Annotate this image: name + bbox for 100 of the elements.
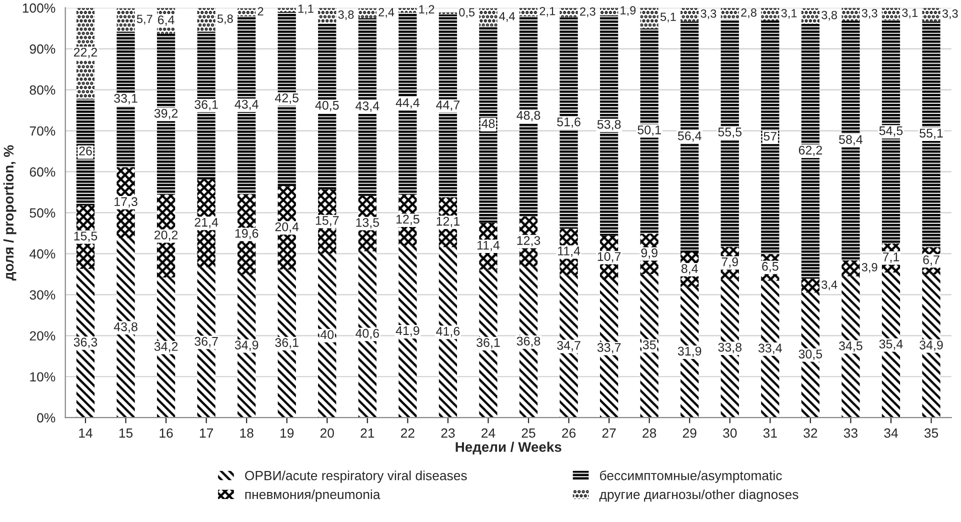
data-label: 21,4 — [194, 218, 218, 228]
data-label: 3,1 — [781, 8, 797, 19]
data-label: 31,9 — [678, 346, 702, 358]
data-label: 54,5 — [879, 126, 903, 137]
data-label: 11,4 — [477, 240, 500, 252]
data-label: 2,8 — [741, 8, 756, 18]
data-label: 3,8 — [822, 10, 837, 21]
data-label: 50,1 — [638, 125, 661, 136]
data-label: 6,7 — [923, 255, 940, 266]
data-label: 36,1 — [275, 338, 298, 348]
x-tick-label: 20 — [320, 428, 334, 438]
data-label: 34,9 — [920, 340, 943, 351]
data-label: 40,5 — [315, 100, 339, 112]
data-label: 33,7 — [597, 343, 621, 354]
data-label: 39,2 — [154, 108, 178, 120]
data-label: 48 — [482, 119, 495, 128]
data-label: 5,7 — [136, 14, 152, 24]
x-tick-label: 15 — [119, 428, 133, 438]
data-label: 33,4 — [758, 344, 782, 354]
data-label: 12,5 — [396, 214, 420, 226]
x-tick-label: 21 — [360, 428, 374, 438]
data-label: 8,4 — [681, 264, 698, 275]
x-tick-label: 27 — [602, 428, 616, 438]
data-label: 4,4 — [499, 12, 515, 22]
x-tick-label: 35 — [924, 428, 938, 438]
x-tick-label: 33 — [844, 428, 858, 438]
data-label: 11,4 — [558, 246, 580, 257]
data-label: 35 — [642, 340, 656, 350]
data-label: 7,9 — [722, 257, 738, 268]
x-tick-label: 28 — [642, 428, 656, 438]
data-label: 62,2 — [798, 146, 822, 156]
data-label: 36,1 — [194, 100, 218, 110]
x-tick-label: 18 — [240, 428, 254, 438]
data-label: 0,5 — [459, 8, 475, 18]
data-label: 51,6 — [557, 117, 580, 128]
legend-label: пневмония/pneumonia — [245, 489, 380, 502]
data-label: 55,1 — [920, 128, 943, 140]
data-label: 3,1 — [902, 8, 918, 18]
data-label: 26 — [79, 146, 92, 156]
data-label: 2,3 — [580, 7, 596, 18]
data-label: 5,1 — [660, 12, 676, 22]
x-tick-label: 23 — [441, 428, 455, 438]
data-label: 3,8 — [338, 10, 354, 20]
data-label: 5,8 — [217, 14, 233, 24]
y-tick-label: 50% — [30, 208, 56, 218]
data-label: 1,9 — [620, 6, 636, 16]
x-tick-label: 32 — [804, 428, 818, 438]
data-label: 44,4 — [396, 98, 420, 109]
data-label: 43,4 — [234, 100, 258, 110]
data-label: 30,5 — [798, 350, 822, 360]
data-label: 57 — [764, 132, 776, 141]
y-tick-label: 60% — [30, 167, 56, 177]
x-axis-title: Недели / Weeks — [456, 442, 562, 455]
x-tick-label: 25 — [522, 428, 536, 438]
data-label: 6,4 — [158, 15, 174, 26]
y-tick-label: 90% — [30, 44, 56, 54]
data-label: 36,3 — [74, 338, 98, 348]
data-label: 36,7 — [194, 336, 218, 348]
data-label: 17,3 — [114, 197, 138, 208]
data-label: 41,6 — [436, 326, 460, 338]
data-label: 19,6 — [235, 228, 258, 240]
y-tick-label: 70% — [30, 126, 56, 136]
data-label: 58,4 — [839, 135, 863, 146]
y-tick-label: 0% — [37, 413, 56, 423]
data-label: 9,9 — [641, 248, 658, 259]
data-label: 15,5 — [74, 232, 98, 242]
data-label: 1,2 — [419, 5, 434, 15]
y-tick-label: 30% — [30, 290, 56, 300]
data-label: 2,1 — [540, 6, 556, 17]
data-label: 35,4 — [879, 340, 903, 350]
data-label: 20,4 — [275, 222, 299, 233]
data-label: 36,8 — [516, 336, 540, 348]
data-label: 40,6 — [356, 328, 380, 340]
y-tick-label: 10% — [30, 372, 56, 382]
x-tick-label: 14 — [79, 428, 92, 438]
legend-label: ОРВИ/acute respiratory viral diseases — [245, 470, 467, 483]
data-label: 13,5 — [356, 218, 380, 228]
data-label: 40 — [320, 330, 334, 339]
data-label: 2 — [258, 7, 264, 16]
data-label: 3,9 — [862, 263, 878, 273]
y-tick-label: 40% — [30, 249, 56, 259]
data-label: 2,4 — [378, 8, 394, 18]
x-tick-label: 17 — [200, 428, 213, 438]
data-label: 44,7 — [436, 100, 460, 111]
x-tick-label: 22 — [401, 428, 414, 438]
data-label: 10,7 — [598, 252, 621, 262]
x-tick-label: 16 — [160, 428, 173, 438]
data-label: 33,8 — [718, 342, 742, 354]
data-label: 6,5 — [762, 262, 778, 272]
data-label: 1,1 — [298, 4, 314, 14]
x-tick-label: 29 — [682, 428, 696, 438]
y-tick-label: 80% — [30, 85, 56, 95]
data-label: 3,3 — [862, 8, 878, 19]
legend-label: бессимптомные/asymptomatic — [600, 470, 782, 483]
data-label: 55,5 — [718, 128, 742, 138]
x-tick-label: 26 — [562, 428, 576, 438]
data-label: 34,2 — [154, 342, 178, 352]
x-tick-label: 31 — [763, 428, 777, 438]
x-tick-label: 34 — [884, 428, 898, 438]
y-tick-label: 20% — [30, 331, 56, 341]
